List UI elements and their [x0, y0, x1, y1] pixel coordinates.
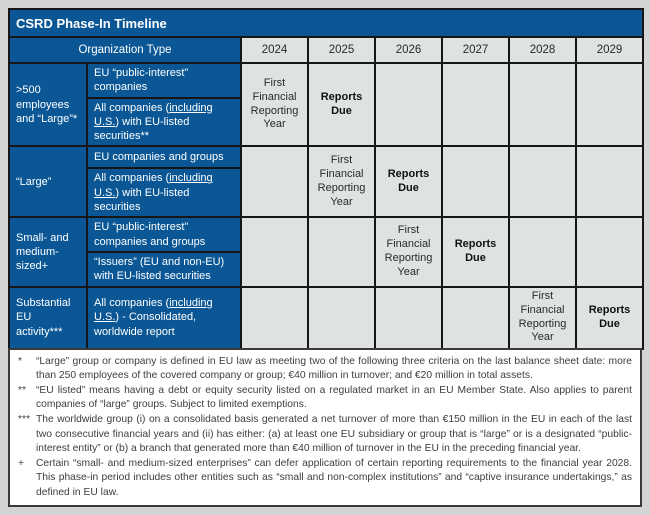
- reports-due-cell-2025: Reports Due: [307, 61, 376, 148]
- reports-due-cell-2026: Reports Due: [374, 145, 443, 219]
- group1-row1: >500 employees and “Large”* EU “public-i…: [8, 61, 644, 148]
- first-reporting-cell-2026: First Financial Reporting Year: [374, 216, 443, 288]
- group2-row1: “Large” EU companies and groups First Fi…: [8, 145, 644, 219]
- group-header-500-employees-large: >500 employees and “Large”*: [8, 61, 88, 148]
- footnote-text: The worldwide group (i) on a consolidate…: [36, 414, 632, 455]
- reports-due-cell-2029: Reports Due: [575, 285, 644, 350]
- empty-cell-g1-2029: [575, 61, 644, 148]
- year-header-2024: 2024: [240, 36, 309, 64]
- group4-row1: Substantial EU activity*** All companies…: [8, 285, 644, 350]
- org-row-issuers: “Issuers” (EU and non-EU) with EU-listed…: [86, 250, 242, 288]
- footnote-large-definition: * “Large” group or company is defined in…: [16, 355, 632, 384]
- empty-cell-g2-2028: [508, 145, 577, 219]
- group1-row2: All companies (including U.S.) with EU-l…: [9, 96, 643, 148]
- footnote-marker: **: [18, 384, 27, 396]
- org-row-eu-companies-groups: EU companies and groups: [86, 145, 242, 170]
- group-header-substantial-eu-activity: Substantial EU activity***: [8, 285, 88, 350]
- empty-cell-g2-2027: [441, 145, 510, 219]
- empty-cell-g1-2028: [508, 61, 577, 148]
- empty-cell-g4-2024: [240, 285, 309, 350]
- empty-cell-g4-2025: [307, 285, 376, 350]
- footnote-text: “EU listed” means having a debt or equit…: [36, 384, 632, 411]
- footnote-worldwide-group: *** The worldwide group (i) on a consoli…: [16, 413, 632, 457]
- empty-cell-g2-2024: [240, 145, 309, 219]
- empty-cell-g3-2029: [575, 216, 644, 288]
- underlined-including-us: including U.S.: [94, 297, 213, 324]
- org-row-eu-public-interest-groups: EU “public-interest” companies and group…: [86, 216, 242, 253]
- table-title: CSRD Phase-In Timeline: [8, 8, 644, 38]
- empty-cell-g2-2029: [575, 145, 644, 219]
- group3-row1: Small- and medium-sized+ EU “public-inte…: [8, 216, 644, 288]
- year-header-row: Organization Type 2024 2025 2026 2027 20…: [8, 36, 644, 64]
- empty-cell-g1-2027: [441, 61, 510, 148]
- csrd-timeline-table: CSRD Phase-In Timeline Organization Type…: [8, 8, 644, 350]
- year-header-2025: 2025: [307, 36, 376, 64]
- group-header-large: “Large”: [8, 145, 88, 219]
- year-header-2028: 2028: [508, 36, 577, 64]
- empty-cell-g3-2024: [240, 216, 309, 288]
- reports-due-cell-2027: Reports Due: [441, 216, 510, 288]
- year-header-2027: 2027: [441, 36, 510, 64]
- org-row-all-companies-eu-listed: All companies (including U.S.) with EU-l…: [86, 167, 242, 219]
- org-row-eu-public-interest: EU “public-interest” companies: [86, 62, 242, 99]
- org-row-label: EU companies and groups: [94, 151, 224, 164]
- group2-row2: All companies (including U.S.) with EU-l…: [9, 167, 643, 219]
- title-row: CSRD Phase-In Timeline: [8, 8, 644, 38]
- footnote-marker: *: [18, 355, 23, 367]
- empty-cell-g4-2026: [374, 285, 443, 350]
- footnote-marker: ***: [18, 414, 31, 425]
- footnote-eu-listed-definition: ** “EU listed” means having a debt or eq…: [16, 384, 632, 413]
- footnote-text: Certain “small- and medium-sized enterpr…: [36, 457, 632, 499]
- first-reporting-cell-2024: First Financial Reporting Year: [240, 61, 309, 148]
- empty-cell-g3-2025: [307, 216, 376, 288]
- organization-type-header: Organization Type: [8, 36, 242, 64]
- underlined-including-us: including U.S.: [94, 101, 213, 128]
- footnote-marker: +: [18, 457, 25, 469]
- first-reporting-cell-2028: First Financial Reporting Year: [508, 285, 577, 350]
- org-row-consolidated-worldwide: All companies (including U.S.) - Consoli…: [86, 285, 242, 350]
- empty-cell-g4-2027: [441, 285, 510, 350]
- org-row-all-companies-eu-listed: All companies (including U.S.) with EU-l…: [86, 96, 242, 148]
- org-row-label: “Issuers” (EU and non-EU) with EU-listed…: [94, 255, 225, 283]
- first-reporting-cell-2025: First Financial Reporting Year: [307, 145, 376, 219]
- org-row-label: EU “public-interest” companies and group…: [94, 221, 206, 248]
- underlined-including-us: including U.S.: [94, 172, 213, 199]
- group3-row2: “Issuers” (EU and non-EU) with EU-listed…: [9, 250, 643, 288]
- group-header-small-medium: Small- and medium-sized+: [8, 216, 88, 288]
- year-header-2026: 2026: [374, 36, 443, 64]
- footnotes-box: * “Large” group or company is defined in…: [8, 347, 642, 507]
- empty-cell-g1-2026: [374, 61, 443, 148]
- org-row-label: EU “public-interest” companies: [94, 67, 189, 94]
- footnote-sme-deferral: + Certain “small- and medium-sized enter…: [16, 457, 632, 501]
- year-header-2029: 2029: [575, 36, 644, 64]
- footnote-text: “Large” group or company is defined in E…: [36, 355, 632, 382]
- empty-cell-g3-2028: [508, 216, 577, 288]
